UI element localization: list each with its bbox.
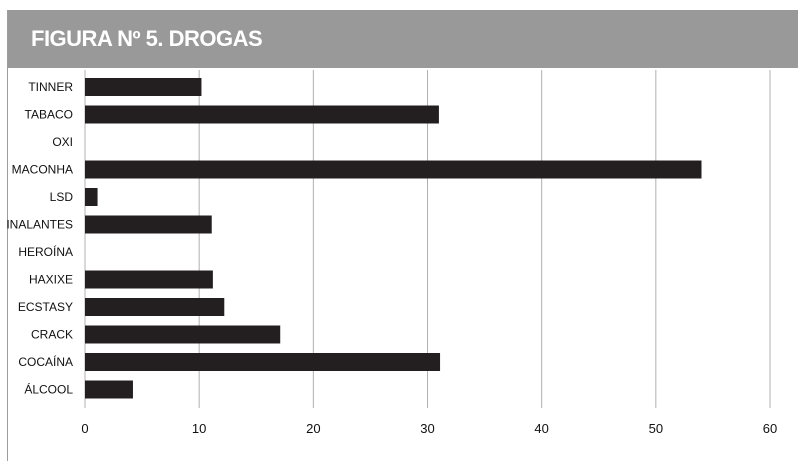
bars (85, 78, 702, 399)
category-label: HEROÍNA (18, 244, 73, 259)
category-label: ÁLCOOL (24, 382, 73, 397)
x-tick-label: 50 (649, 421, 663, 436)
bar-crack (85, 325, 281, 344)
figure-panel: FIGURA Nº 5. DROGAS (7, 10, 798, 461)
x-tick-label: 10 (192, 421, 206, 436)
bar-lsd (85, 188, 98, 206)
bar-maconha (85, 160, 702, 179)
bar-álcool (85, 380, 133, 399)
category-label: INALANTES (6, 218, 73, 232)
category-label: LSD (50, 190, 74, 204)
figure-title: FIGURA Nº 5. DROGAS (31, 26, 263, 51)
category-label: ECSTASY (18, 300, 73, 314)
category-label: TABACO (25, 108, 73, 122)
bar-inalantes (85, 215, 212, 234)
bar-ecstasy (85, 298, 225, 316)
category-label: TINNER (28, 80, 73, 94)
x-tick-label: 40 (534, 421, 548, 436)
x-tick-label: 30 (420, 421, 434, 436)
category-label: OXI (52, 135, 73, 149)
title-bar: FIGURA Nº 5. DROGAS (8, 10, 798, 68)
x-tick-label: 0 (81, 421, 88, 436)
bar-cocaína (85, 353, 441, 371)
x-tick-label: 60 (763, 421, 777, 436)
category-label: CRACK (31, 328, 73, 342)
category-labels: TINNER TABACO OXI MACONHA LSD INALANTES HEROÍN… (6, 80, 73, 397)
bar-tinner (85, 78, 202, 96)
grid-lines (198, 70, 771, 408)
x-tick-label: 20 (306, 421, 320, 436)
bar-chart: TINNER TABACO OXI MACONHA LSD INALANTES HEROÍN… (6, 70, 777, 436)
bar-tabaco (85, 105, 439, 124)
x-tick-labels: 0 10 20 30 40 50 60 (81, 421, 777, 436)
category-label: COCAÍNA (18, 354, 73, 369)
category-label: MACONHA (12, 163, 73, 177)
bar-haxixe (85, 270, 213, 289)
category-label: HAXIXE (29, 273, 73, 287)
